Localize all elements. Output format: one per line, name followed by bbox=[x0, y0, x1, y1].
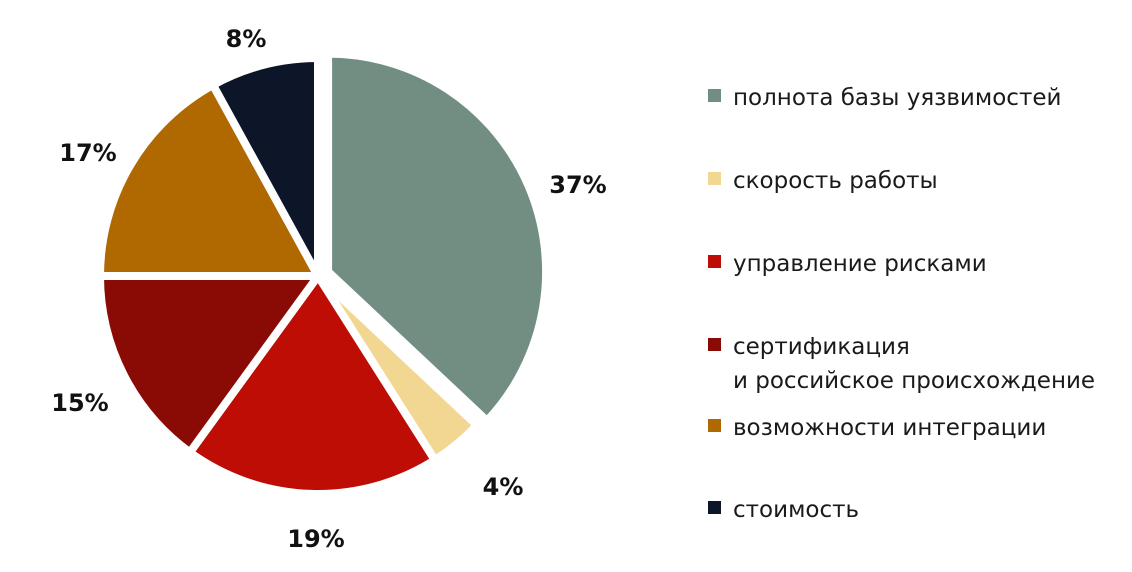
slice-percent-label: 17% bbox=[59, 139, 116, 167]
legend-label: сертификация и российское происхождение bbox=[733, 330, 1095, 398]
legend-swatch bbox=[708, 338, 721, 351]
pie-labels: 37% 4% 19% 15% 17% 8% bbox=[51, 25, 606, 553]
slice-percent-label: 37% bbox=[549, 171, 606, 199]
legend-item: сертификация и российское происхождение bbox=[708, 330, 1095, 398]
legend-swatch bbox=[708, 419, 721, 432]
pie-chart: 37% 4% 19% 15% 17% 8% bbox=[51, 25, 606, 553]
legend-label-line: управление рисками bbox=[733, 251, 987, 277]
legend-label-line: скорость работы bbox=[733, 168, 938, 194]
slice-percent-label: 4% bbox=[483, 473, 524, 501]
pie-slice-6 bbox=[207, 53, 322, 278]
slice-percent-label: 15% bbox=[51, 389, 108, 417]
legend-label: управление рисками bbox=[733, 247, 987, 281]
legend-swatch bbox=[708, 89, 721, 102]
pie-slice-1 bbox=[324, 49, 551, 427]
legend-item: скорость работы bbox=[708, 164, 938, 198]
legend-item: управление рисками bbox=[708, 247, 987, 281]
legend-swatch bbox=[708, 501, 721, 514]
legend-label-line: возможности интеграции bbox=[733, 415, 1047, 441]
slice-percent-label: 8% bbox=[226, 25, 267, 53]
slice-percent-label: 19% bbox=[287, 525, 344, 553]
legend-label: возможности интеграции bbox=[733, 411, 1046, 445]
legend-item: полнота базы уязвимостей bbox=[708, 81, 1061, 115]
legend-label-line: и российское происхождение bbox=[733, 368, 1096, 394]
legend-label: скорость работы bbox=[733, 164, 938, 198]
legend-label-line: полнота базы уязвимостей bbox=[733, 85, 1062, 111]
legend-swatch bbox=[708, 255, 721, 268]
legend: полнота базы уязвимостей скорость работы у… bbox=[708, 0, 1128, 572]
legend-label-line: стоимость bbox=[733, 497, 860, 523]
legend-label: полнота базы уязвимостей bbox=[733, 81, 1061, 115]
legend-item: возможности интеграции bbox=[708, 411, 1046, 445]
legend-label: стоимость bbox=[733, 493, 859, 527]
legend-label-line: сертификация bbox=[733, 334, 910, 360]
pie-slice-4 bbox=[95, 272, 326, 458]
pie-slices bbox=[95, 49, 551, 498]
pie-slice-5 bbox=[95, 79, 325, 280]
pie-slice-3 bbox=[184, 268, 441, 498]
legend-swatch bbox=[708, 172, 721, 185]
legend-item: стоимость bbox=[708, 493, 859, 527]
